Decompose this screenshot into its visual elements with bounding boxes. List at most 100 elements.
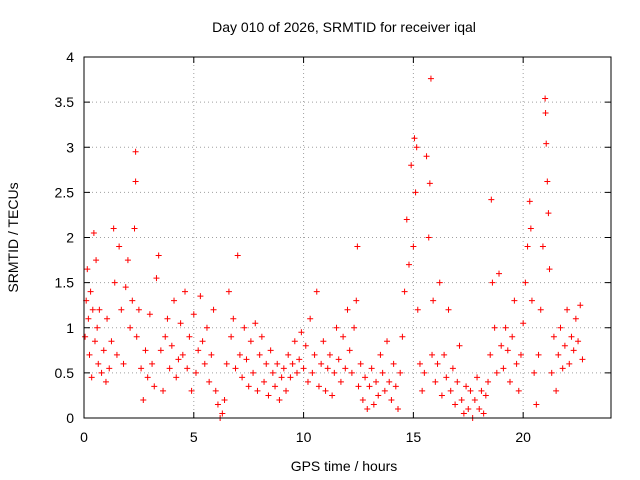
data-point — [230, 315, 237, 322]
data-point — [162, 333, 169, 340]
x-tick-label: 0 — [80, 429, 88, 445]
data-point — [118, 306, 125, 313]
data-point — [412, 189, 419, 196]
data-point — [160, 387, 167, 394]
data-point — [577, 302, 584, 309]
data-point — [298, 329, 305, 336]
data-point — [346, 347, 353, 354]
data-point — [454, 378, 461, 385]
data-point — [212, 387, 219, 394]
data-point — [561, 342, 568, 349]
data-point — [313, 288, 320, 295]
y-axis-label: SRMTID / TECUs — [5, 182, 21, 292]
data-point — [410, 243, 417, 250]
data-point — [131, 225, 138, 232]
ticks-layer: 0 0.5 1 1.5 2 2.5 3 3.5 4 0 5 10 15 20 — [55, 49, 611, 445]
data-point — [132, 148, 139, 155]
data-point — [87, 288, 94, 295]
data-point — [550, 333, 557, 340]
data-point — [129, 297, 136, 304]
data-point — [91, 338, 98, 345]
data-point — [307, 315, 314, 322]
data-point — [124, 257, 131, 264]
data-point — [528, 297, 535, 304]
data-point — [120, 360, 127, 367]
grid-layer — [84, 57, 611, 418]
data-point — [493, 369, 500, 376]
data-point — [247, 338, 254, 345]
data-point — [309, 369, 316, 376]
data-point — [201, 360, 208, 367]
data-point — [537, 306, 544, 313]
data-point — [427, 75, 434, 82]
data-point — [116, 243, 123, 250]
x-tick-label: 5 — [190, 429, 198, 445]
data-point — [188, 387, 195, 394]
y-tick-label: 0.5 — [55, 365, 75, 381]
data-point — [438, 392, 445, 399]
data-point — [280, 365, 287, 372]
data-point — [524, 243, 531, 250]
data-point — [500, 365, 507, 372]
data-point — [155, 252, 162, 259]
data-point — [311, 351, 318, 358]
data-point — [135, 306, 142, 313]
data-point — [375, 392, 382, 399]
data-point — [386, 378, 393, 385]
data-point — [223, 360, 230, 367]
data-point — [425, 234, 432, 241]
data-point — [379, 369, 386, 376]
data-point — [269, 369, 276, 376]
data-point — [392, 383, 399, 390]
data-point — [142, 347, 149, 354]
data-point — [504, 347, 511, 354]
data-point — [491, 324, 498, 331]
data-point — [179, 351, 186, 358]
data-point — [509, 333, 516, 340]
data-point — [467, 387, 474, 394]
data-point — [463, 383, 470, 390]
data-point — [296, 356, 303, 363]
x-tick-label: 15 — [406, 429, 422, 445]
data-point — [353, 297, 360, 304]
data-point — [419, 387, 426, 394]
data-point — [210, 306, 217, 313]
data-point — [482, 392, 489, 399]
data-point — [555, 351, 562, 358]
y-tick-label: 3.5 — [55, 94, 75, 110]
data-point — [93, 257, 100, 264]
data-point — [489, 279, 496, 286]
data-point — [335, 356, 342, 363]
data-point — [111, 279, 118, 286]
data-point — [291, 338, 298, 345]
data-point — [276, 396, 283, 403]
data-point — [452, 401, 459, 408]
data-point — [157, 347, 164, 354]
data-point — [149, 360, 156, 367]
data-point — [258, 333, 265, 340]
data-point — [498, 342, 505, 349]
data-point — [236, 351, 243, 358]
data-point — [515, 387, 522, 394]
data-point — [85, 315, 92, 322]
data-point — [190, 311, 197, 318]
data-point — [326, 351, 333, 358]
data-point — [405, 261, 412, 268]
data-point — [568, 333, 575, 340]
data-point — [520, 320, 527, 327]
data-point — [175, 356, 182, 363]
data-point — [441, 351, 448, 358]
data-point — [572, 315, 579, 322]
data-point — [447, 387, 454, 394]
data-point — [302, 342, 309, 349]
data-point — [544, 178, 551, 185]
y-tick-label: 2.5 — [55, 184, 75, 200]
data-point — [110, 225, 117, 232]
data-point — [443, 374, 450, 381]
data-point — [329, 392, 336, 399]
data-point — [370, 401, 377, 408]
data-point — [506, 378, 513, 385]
data-point — [403, 216, 410, 223]
points-layer — [82, 75, 586, 421]
